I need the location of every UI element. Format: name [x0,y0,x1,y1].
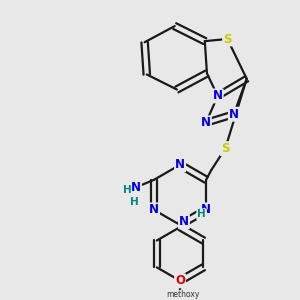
Text: O: O [175,274,185,287]
Text: N: N [213,89,223,103]
Text: N: N [229,108,239,121]
Text: S: S [221,142,230,155]
Text: N: N [201,116,211,129]
Text: H: H [130,197,138,207]
Text: H: H [197,209,206,219]
Text: H: H [123,185,131,195]
Text: N: N [201,203,211,216]
Text: N: N [149,203,159,216]
Text: N: N [179,215,189,228]
Text: S: S [223,32,232,46]
Text: methoxy: methoxy [167,290,200,299]
Text: N: N [175,158,185,171]
Text: N: N [131,181,141,194]
